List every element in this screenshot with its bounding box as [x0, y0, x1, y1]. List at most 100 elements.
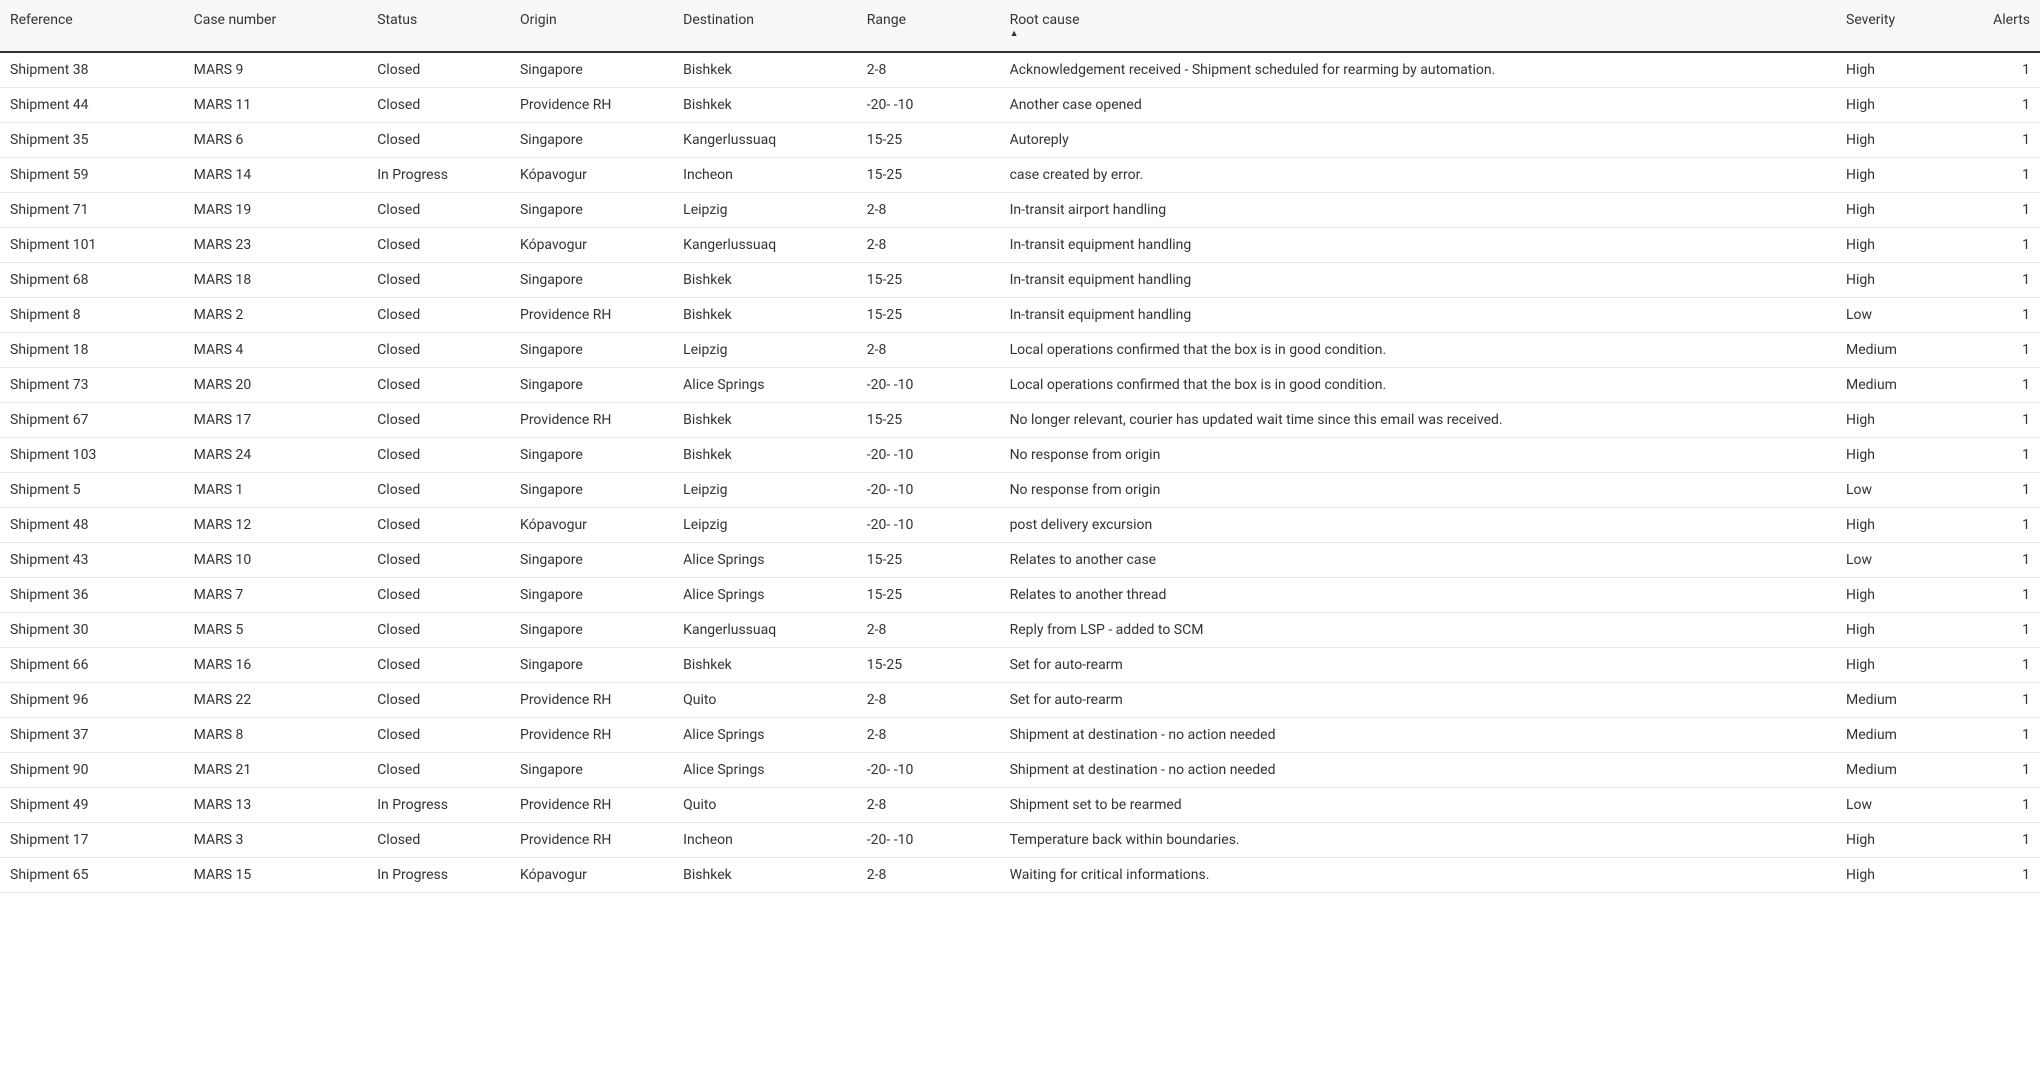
cell-reference: Shipment 73 [0, 368, 184, 403]
cell-status: Closed [367, 648, 510, 683]
table-row[interactable]: Shipment 65MARS 15In ProgressKópavogurBi… [0, 858, 2040, 893]
cell-range: -20- -10 [857, 88, 1000, 123]
cell-severity: High [1836, 158, 1958, 193]
col-header-case[interactable]: Case number [184, 0, 368, 52]
cell-status: Closed [367, 228, 510, 263]
cell-alerts: 1 [1958, 123, 2040, 158]
cell-destination: Bishkek [673, 88, 857, 123]
cell-destination: Incheon [673, 823, 857, 858]
cell-reference: Shipment 36 [0, 578, 184, 613]
cell-rootcause: Shipment set to be rearmed [1000, 788, 1836, 823]
cell-alerts: 1 [1958, 158, 2040, 193]
sort-asc-icon: ▲ [1010, 30, 1826, 39]
table-row[interactable]: Shipment 38MARS 9ClosedSingaporeBishkek2… [0, 52, 2040, 88]
table-row[interactable]: Shipment 43MARS 10ClosedSingaporeAlice S… [0, 543, 2040, 578]
col-header-rootcause[interactable]: Root cause ▲ [1000, 0, 1836, 52]
cell-severity: High [1836, 88, 1958, 123]
cell-range: 15-25 [857, 263, 1000, 298]
cell-destination: Bishkek [673, 263, 857, 298]
col-header-reference[interactable]: Reference [0, 0, 184, 52]
table-row[interactable]: Shipment 48MARS 12ClosedKópavogurLeipzig… [0, 508, 2040, 543]
cell-origin: Singapore [510, 613, 673, 648]
cell-alerts: 1 [1958, 753, 2040, 788]
table-row[interactable]: Shipment 36MARS 7ClosedSingaporeAlice Sp… [0, 578, 2040, 613]
cell-severity: High [1836, 578, 1958, 613]
cell-destination: Bishkek [673, 648, 857, 683]
cell-destination: Leipzig [673, 473, 857, 508]
cell-destination: Kangerlussuaq [673, 228, 857, 263]
cell-alerts: 1 [1958, 508, 2040, 543]
cell-case: MARS 9 [184, 52, 368, 88]
cell-rootcause: In-transit equipment handling [1000, 263, 1836, 298]
cell-reference: Shipment 44 [0, 88, 184, 123]
table-row[interactable]: Shipment 18MARS 4ClosedSingaporeLeipzig2… [0, 333, 2040, 368]
cell-destination: Leipzig [673, 508, 857, 543]
cell-rootcause: Set for auto-rearm [1000, 648, 1836, 683]
col-header-origin[interactable]: Origin [510, 0, 673, 52]
cell-alerts: 1 [1958, 543, 2040, 578]
table-row[interactable]: Shipment 73MARS 20ClosedSingaporeAlice S… [0, 368, 2040, 403]
cell-severity: Medium [1836, 718, 1958, 753]
cell-rootcause: In-transit equipment handling [1000, 298, 1836, 333]
col-header-destination[interactable]: Destination [673, 0, 857, 52]
cell-alerts: 1 [1958, 473, 2040, 508]
cell-range: 2-8 [857, 613, 1000, 648]
table-row[interactable]: Shipment 71MARS 19ClosedSingaporeLeipzig… [0, 193, 2040, 228]
table-row[interactable]: Shipment 35MARS 6ClosedSingaporeKangerlu… [0, 123, 2040, 158]
cell-alerts: 1 [1958, 823, 2040, 858]
cell-reference: Shipment 17 [0, 823, 184, 858]
table-row[interactable]: Shipment 44MARS 11ClosedProvidence RHBis… [0, 88, 2040, 123]
cell-destination: Quito [673, 788, 857, 823]
table-row[interactable]: Shipment 66MARS 16ClosedSingaporeBishkek… [0, 648, 2040, 683]
cell-alerts: 1 [1958, 263, 2040, 298]
cell-alerts: 1 [1958, 193, 2040, 228]
cell-status: Closed [367, 333, 510, 368]
table-row[interactable]: Shipment 90MARS 21ClosedSingaporeAlice S… [0, 753, 2040, 788]
cell-severity: High [1836, 52, 1958, 88]
cell-case: MARS 2 [184, 298, 368, 333]
cell-destination: Alice Springs [673, 368, 857, 403]
table-row[interactable]: Shipment 49MARS 13In ProgressProvidence … [0, 788, 2040, 823]
cell-origin: Singapore [510, 368, 673, 403]
shipments-table: Reference Case number Status Origin Dest… [0, 0, 2040, 893]
cell-range: 15-25 [857, 648, 1000, 683]
cell-severity: High [1836, 438, 1958, 473]
table-row[interactable]: Shipment 103MARS 24ClosedSingaporeBishke… [0, 438, 2040, 473]
table-row[interactable]: Shipment 96MARS 22ClosedProvidence RHQui… [0, 683, 2040, 718]
table-row[interactable]: Shipment 68MARS 18ClosedSingaporeBishkek… [0, 263, 2040, 298]
cell-destination: Kangerlussuaq [673, 123, 857, 158]
table-row[interactable]: Shipment 37MARS 8ClosedProvidence RHAlic… [0, 718, 2040, 753]
cell-range: 15-25 [857, 298, 1000, 333]
table-row[interactable]: Shipment 8MARS 2ClosedProvidence RHBishk… [0, 298, 2040, 333]
cell-range: -20- -10 [857, 368, 1000, 403]
cell-range: -20- -10 [857, 438, 1000, 473]
cell-origin: Singapore [510, 333, 673, 368]
col-header-range[interactable]: Range [857, 0, 1000, 52]
cell-severity: High [1836, 858, 1958, 893]
cell-reference: Shipment 68 [0, 263, 184, 298]
cell-range: -20- -10 [857, 473, 1000, 508]
col-header-status[interactable]: Status [367, 0, 510, 52]
table-row[interactable]: Shipment 17MARS 3ClosedProvidence RHInch… [0, 823, 2040, 858]
cell-reference: Shipment 59 [0, 158, 184, 193]
table-row[interactable]: Shipment 67MARS 17ClosedProvidence RHBis… [0, 403, 2040, 438]
table-row[interactable]: Shipment 5MARS 1ClosedSingaporeLeipzig-2… [0, 473, 2040, 508]
table-row[interactable]: Shipment 59MARS 14In ProgressKópavogurIn… [0, 158, 2040, 193]
cell-severity: High [1836, 508, 1958, 543]
cell-status: Closed [367, 52, 510, 88]
cell-origin: Singapore [510, 123, 673, 158]
cell-destination: Alice Springs [673, 753, 857, 788]
table-row[interactable]: Shipment 101MARS 23ClosedKópavogurKanger… [0, 228, 2040, 263]
col-header-alerts[interactable]: Alerts [1958, 0, 2040, 52]
cell-status: Closed [367, 88, 510, 123]
cell-case: MARS 19 [184, 193, 368, 228]
cell-destination: Bishkek [673, 858, 857, 893]
cell-status: Closed [367, 578, 510, 613]
col-header-severity[interactable]: Severity [1836, 0, 1958, 52]
table-body: Shipment 38MARS 9ClosedSingaporeBishkek2… [0, 52, 2040, 893]
cell-destination: Leipzig [673, 193, 857, 228]
cell-alerts: 1 [1958, 403, 2040, 438]
table-row[interactable]: Shipment 30MARS 5ClosedSingaporeKangerlu… [0, 613, 2040, 648]
cell-status: Closed [367, 543, 510, 578]
cell-origin: Providence RH [510, 88, 673, 123]
